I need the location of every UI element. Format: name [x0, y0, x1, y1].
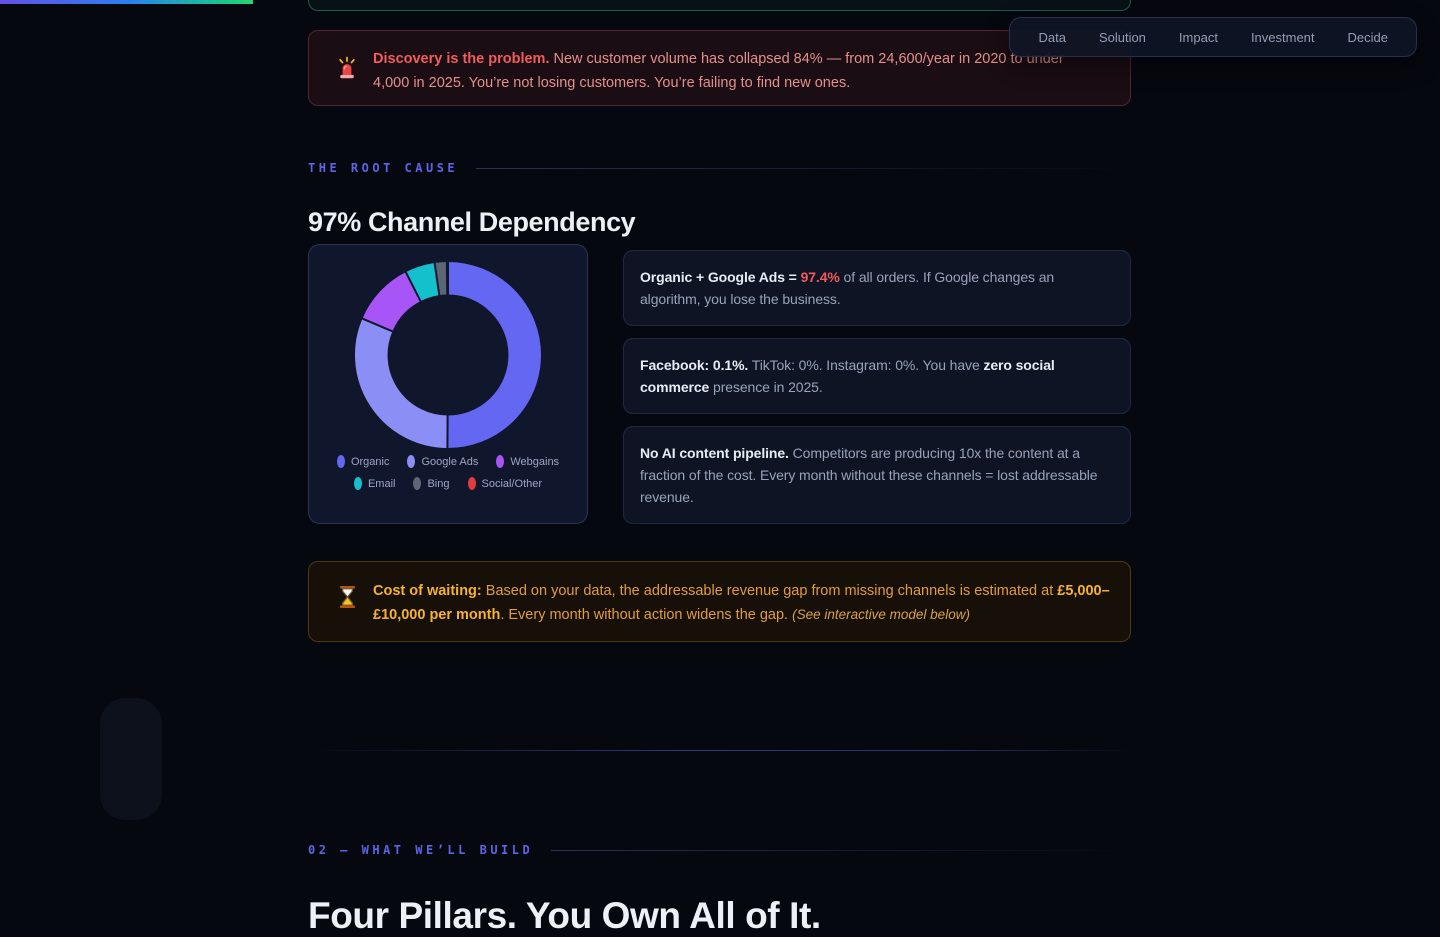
cost-body: Based on your data, the addressable reve…	[482, 583, 1058, 599]
legend-label: Organic	[351, 456, 390, 468]
section-build-header: 02 — WHAT WE’LL BUILD	[308, 843, 1131, 857]
legend-swatch	[413, 477, 421, 490]
insight-card-ai-pipeline: No AI content pipeline. Competitors are …	[623, 426, 1131, 524]
chart-legend: Organic Google Ads Webgains Email Bing S…	[309, 455, 587, 499]
legend-row: Organic Google Ads Webgains	[309, 455, 587, 468]
legend-item-google-ads[interactable]: Google Ads	[407, 455, 478, 468]
legend-item-social-other[interactable]: Social/Other	[468, 477, 543, 490]
legend-label: Email	[368, 478, 396, 490]
legend-row: Email Bing Social/Other	[309, 477, 587, 490]
insight-cards: Organic + Google Ads = 97.4% of all orde…	[623, 250, 1131, 524]
insight-card-social: Facebook: 0.1%. TikTok: 0%. Instagram: 0…	[623, 338, 1131, 414]
section-root-cause-title: 97% Channel Dependency	[308, 207, 635, 238]
nav-item-data[interactable]: Data	[1038, 30, 1065, 45]
legend-item-webgains[interactable]: Webgains	[496, 455, 559, 468]
legend-label: Social/Other	[482, 478, 543, 490]
legend-item-email[interactable]: Email	[354, 477, 396, 490]
section-divider	[308, 750, 1134, 751]
legend-label: Google Ads	[421, 456, 478, 468]
legend-swatch	[337, 455, 345, 468]
legend-swatch	[496, 455, 504, 468]
legend-swatch	[354, 477, 362, 490]
section-label: 02 — WHAT WE’LL BUILD	[308, 843, 533, 857]
insight-card-dependency: Organic + Google Ads = 97.4% of all orde…	[623, 250, 1131, 326]
nav-item-solution[interactable]: Solution	[1099, 30, 1146, 45]
cost-of-waiting-callout: Cost of waiting: Based on your data, the…	[308, 561, 1131, 642]
cost-body: . Every month without action widens the …	[500, 607, 792, 623]
card-text: TikTok: 0%. Instagram: 0%. You have	[748, 357, 983, 373]
siren-icon	[336, 56, 358, 80]
hourglass-icon	[339, 585, 356, 609]
alert-text: Discovery is the problem. New customer v…	[373, 47, 1103, 95]
doughnut-chart	[309, 245, 587, 453]
section-rule	[476, 168, 1131, 169]
card-text: presence in 2025.	[709, 379, 822, 395]
legend-item-organic[interactable]: Organic	[337, 455, 390, 468]
legend-item-bing[interactable]: Bing	[413, 477, 449, 490]
card-bold: No AI content pipeline.	[640, 445, 789, 461]
cost-text: Cost of waiting: Based on your data, the…	[373, 579, 1113, 627]
nav-item-impact[interactable]: Impact	[1179, 30, 1218, 45]
scroll-progress-bar	[0, 0, 253, 4]
floating-nav: Data Solution Impact Investment Decide	[1009, 17, 1417, 57]
card-bold: Facebook: 0.1%.	[640, 357, 748, 373]
nav-item-decide[interactable]: Decide	[1348, 30, 1388, 45]
section-build-title: Four Pillars. You Own All of It.	[308, 895, 821, 937]
previous-card-bottom-edge	[308, 0, 1131, 11]
channel-mix-chart-card: Organic Google Ads Webgains Email Bing S…	[308, 244, 588, 524]
decorative-blob	[100, 698, 162, 820]
section-label: THE ROOT CAUSE	[308, 161, 458, 175]
legend-swatch	[468, 477, 476, 490]
legend-swatch	[407, 455, 415, 468]
cost-lead: Cost of waiting:	[373, 583, 482, 599]
section-rule	[551, 850, 1131, 851]
card-bold: Organic + Google Ads =	[640, 269, 801, 285]
card-accent-value: 97.4%	[801, 269, 840, 285]
alert-lead: Discovery is the problem.	[373, 51, 549, 67]
nav-item-investment[interactable]: Investment	[1251, 30, 1315, 45]
legend-label: Webgains	[510, 456, 559, 468]
section-root-cause-header: THE ROOT CAUSE	[308, 161, 1131, 175]
cost-note: (See interactive model below)	[792, 607, 970, 622]
legend-label: Bing	[427, 478, 449, 490]
discovery-alert-callout: Discovery is the problem. New customer v…	[308, 30, 1131, 106]
